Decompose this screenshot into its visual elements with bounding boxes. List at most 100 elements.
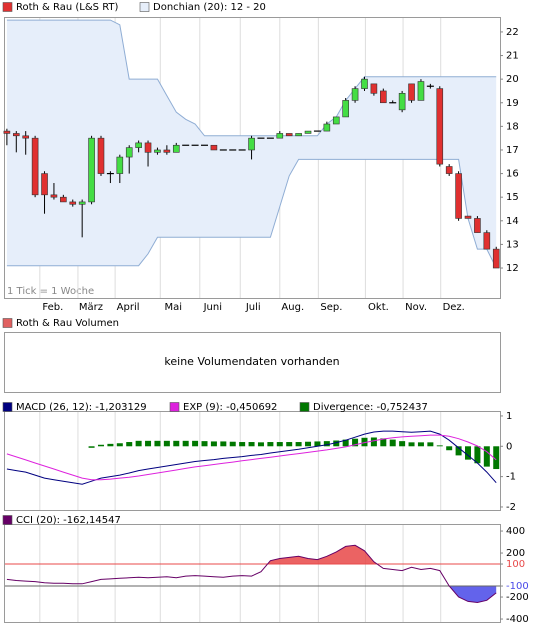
divergence-bar xyxy=(201,441,208,447)
candle-body xyxy=(361,78,368,89)
macd-line xyxy=(6,434,497,481)
divergence-bar xyxy=(352,438,359,447)
x-tick-label: Okt. xyxy=(368,302,389,313)
candle-body xyxy=(88,137,95,203)
x-tick-label: Dez. xyxy=(443,302,465,313)
divergence-bar xyxy=(239,442,246,447)
legend-swatch xyxy=(139,2,150,12)
divergence-bar xyxy=(314,441,321,447)
candle-body xyxy=(50,194,58,198)
x-tick-label: Nov. xyxy=(405,302,427,313)
candle-body xyxy=(323,123,331,132)
divergence-bar xyxy=(436,445,443,447)
y-tick-label: 100 xyxy=(506,559,525,570)
candle-body xyxy=(483,232,491,250)
divergence-bar xyxy=(483,446,490,467)
divergence-bar xyxy=(399,441,406,447)
legend-label: Roth & Rau (L&S RT) xyxy=(16,2,119,13)
divergence-bar xyxy=(333,440,340,447)
cci-overbought-fill xyxy=(267,545,378,565)
legend-swatch xyxy=(299,402,310,412)
donchian-lower xyxy=(6,158,497,269)
divergence-bar xyxy=(192,440,199,447)
divergence-bar xyxy=(267,442,274,447)
candle-body xyxy=(31,137,39,196)
candle-body xyxy=(144,142,152,153)
legend-label: MACD (26, 12): -1,203129 xyxy=(16,402,147,413)
candle-body xyxy=(417,81,425,101)
candle-body xyxy=(276,133,284,139)
candle-body xyxy=(304,130,312,134)
y-tick-label: -2 xyxy=(506,502,516,513)
candle-body xyxy=(332,116,340,125)
candle-body xyxy=(12,133,20,137)
divergence-bar xyxy=(257,442,264,447)
candle-body xyxy=(492,248,500,269)
divergence-bar xyxy=(380,438,387,447)
legend-label: Donchian (20): 12 - 20 xyxy=(153,2,266,13)
divergence-bar xyxy=(97,444,104,447)
tick-note: 1 Tick = 1 Woche xyxy=(7,286,94,297)
legend-swatch xyxy=(2,402,13,412)
candle-body xyxy=(436,88,444,165)
candle-body xyxy=(380,90,387,104)
divergence-bar xyxy=(248,442,255,447)
candle-body xyxy=(163,149,171,153)
y-tick-label: -100 xyxy=(506,581,529,592)
macd-line xyxy=(6,430,497,485)
candle-body xyxy=(445,166,453,174)
candle-body xyxy=(295,133,302,137)
divergence-bar xyxy=(163,440,170,447)
candle-body xyxy=(351,88,359,101)
legend-label: CCI (20): -162,14547 xyxy=(16,515,121,526)
y-tick-label: 200 xyxy=(506,548,525,559)
divergence-bar xyxy=(220,441,227,447)
divergence-bar xyxy=(295,442,302,447)
x-tick-label: Mai xyxy=(165,302,183,313)
legend-swatch xyxy=(2,318,13,328)
y-tick-label: 19 xyxy=(506,98,519,109)
divergence-bar xyxy=(474,446,481,464)
candle-body xyxy=(41,173,48,196)
divergence-bar xyxy=(455,446,462,456)
y-tick-label: 18 xyxy=(506,121,519,132)
candle-body xyxy=(172,144,180,153)
legend-label: Roth & Rau Volumen xyxy=(16,318,119,329)
divergence-bar xyxy=(126,442,133,447)
divergence-bar xyxy=(154,440,161,447)
y-tick-label: 1 xyxy=(506,411,512,422)
y-tick-label: -400 xyxy=(506,614,529,625)
y-tick-label: 0 xyxy=(506,441,512,452)
candle-body xyxy=(248,137,255,151)
divergence-bar xyxy=(210,441,217,447)
y-tick-label: 15 xyxy=(506,192,519,203)
divergence-bar xyxy=(417,442,424,447)
cci-panel xyxy=(4,524,501,623)
divergence-bar xyxy=(305,441,312,447)
x-tick-label: Sep. xyxy=(320,302,342,313)
candle-body xyxy=(78,201,86,205)
candle-body xyxy=(474,218,481,233)
y-tick-label: 400 xyxy=(506,526,525,537)
divergence-bar xyxy=(427,442,434,447)
x-tick-label: Aug. xyxy=(281,302,304,313)
divergence-bar xyxy=(107,443,114,447)
divergence-bar xyxy=(493,446,500,470)
divergence-bar xyxy=(408,442,415,447)
divergence-bar xyxy=(342,439,349,447)
candle-body xyxy=(116,156,124,174)
divergence-bar xyxy=(361,437,368,447)
candle-body xyxy=(135,142,142,148)
divergence-bar xyxy=(229,441,236,447)
legend-swatch xyxy=(2,515,13,525)
y-tick-label: 16 xyxy=(506,169,519,180)
divergence-bar xyxy=(286,442,293,447)
divergence-bar xyxy=(173,440,180,447)
x-tick-label: Juni xyxy=(203,302,222,313)
candle-body xyxy=(455,173,462,219)
divergence-bar xyxy=(389,439,396,447)
divergence-bar xyxy=(446,446,453,451)
candle-body xyxy=(398,93,406,111)
candle-body xyxy=(210,144,218,151)
donchian-upper xyxy=(6,19,497,137)
